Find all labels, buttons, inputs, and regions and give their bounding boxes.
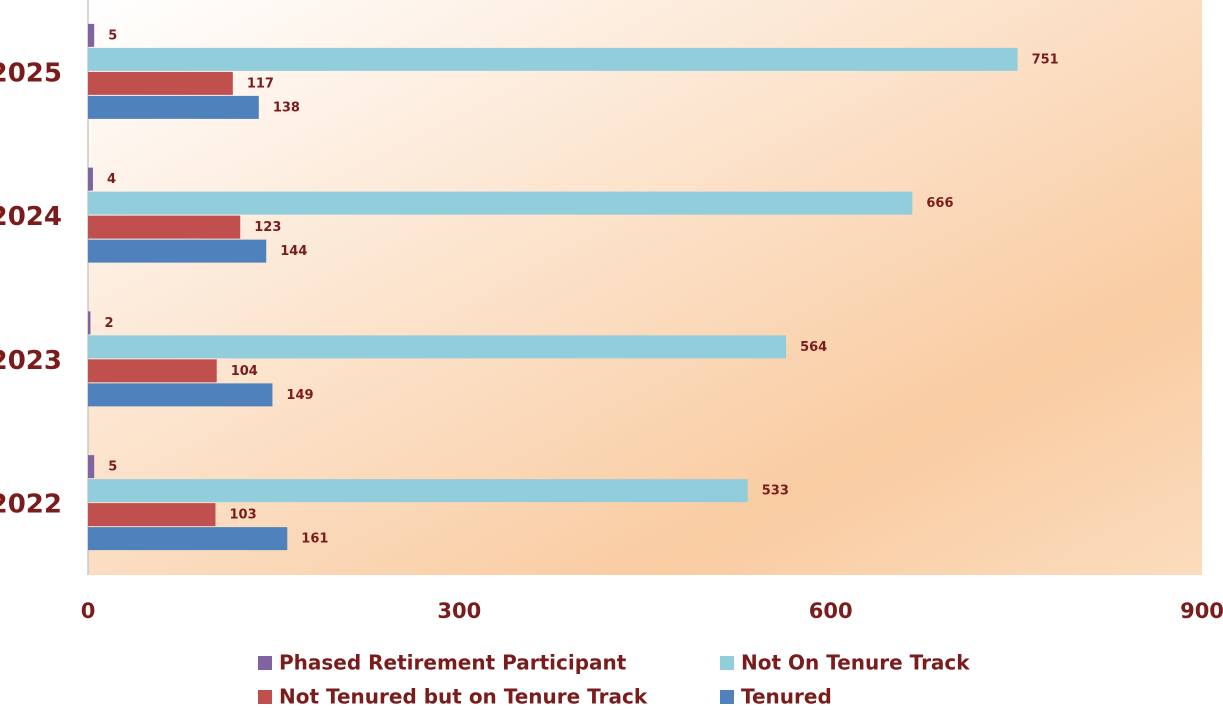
legend-swatch <box>258 690 272 704</box>
value-label: 144 <box>280 244 307 259</box>
value-label: 103 <box>229 508 256 523</box>
legend-swatch <box>720 656 734 670</box>
x-tick-label: 900 <box>1180 599 1223 623</box>
value-label: 149 <box>286 388 313 403</box>
value-label: 751 <box>1032 52 1059 67</box>
value-label: 533 <box>762 484 789 499</box>
legend-label: Tenured <box>741 685 832 709</box>
bar <box>88 455 95 479</box>
bar <box>88 239 267 263</box>
bar <box>88 503 216 527</box>
bar <box>88 167 93 191</box>
legend-swatch <box>720 690 734 704</box>
value-label: 2 <box>104 316 113 331</box>
value-label: 4 <box>107 172 116 187</box>
bar <box>88 215 241 239</box>
bar <box>88 383 273 407</box>
value-label: 161 <box>301 532 328 547</box>
legend-label: Not On Tenure Track <box>741 651 970 675</box>
value-label: 5 <box>108 460 117 475</box>
value-label: 564 <box>800 340 827 355</box>
value-label: 666 <box>926 196 953 211</box>
bar <box>88 191 913 215</box>
bar <box>88 527 288 551</box>
bar <box>88 311 91 335</box>
legend-label: Not Tenured but on Tenure Track <box>279 685 648 709</box>
bar <box>88 359 217 383</box>
x-tick-label: 600 <box>809 599 853 623</box>
category-label: 2023 <box>0 346 62 376</box>
bar <box>88 23 95 47</box>
bar <box>88 71 233 95</box>
value-label: 138 <box>273 100 300 115</box>
legend-label: Phased Retirement Participant <box>279 651 627 675</box>
x-tick-label: 0 <box>81 599 96 623</box>
category-label: 2022 <box>0 490 62 520</box>
value-label: 117 <box>247 76 274 91</box>
bar <box>88 47 1018 71</box>
category-label: 2024 <box>0 202 62 232</box>
value-label: 123 <box>254 220 281 235</box>
bar <box>88 95 259 119</box>
legend-swatch <box>258 656 272 670</box>
bar <box>88 335 787 359</box>
category-label: 2025 <box>0 58 62 88</box>
x-tick-label: 300 <box>437 599 481 623</box>
bar <box>88 479 748 503</box>
value-label: 104 <box>231 364 258 379</box>
value-label: 5 <box>108 28 117 43</box>
